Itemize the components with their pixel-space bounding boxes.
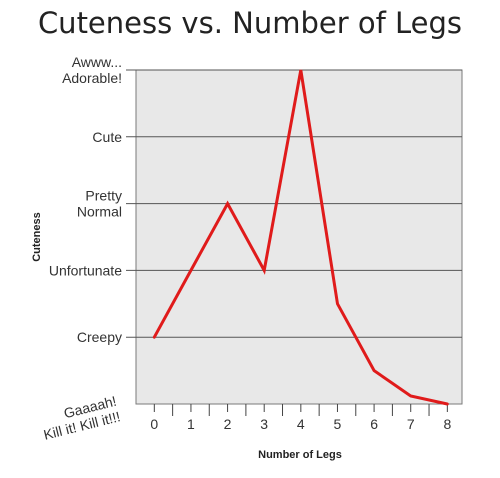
x-tick-label: 4 (297, 416, 305, 432)
y-tick-label: Unfortunate (49, 262, 122, 278)
y-axis-title: Cuteness (31, 212, 43, 262)
x-tick-label: 0 (150, 416, 158, 432)
x-tick-label: 6 (370, 416, 378, 432)
x-tick-label: 7 (407, 416, 415, 432)
y-tick-label: Awww... Adorable! (62, 54, 122, 86)
series-line (152, 69, 449, 406)
x-tick-label: 2 (224, 416, 232, 432)
y-tick-label: Pretty Normal (77, 188, 122, 220)
x-axis-title: Number of Legs (258, 449, 342, 461)
y-tick-label: Creepy (77, 329, 122, 345)
y-tick-label: Gaaaah!Kill it! Kill it!!! (38, 393, 122, 443)
x-tick-label: 1 (187, 416, 195, 432)
y-tick-label: Cute (92, 129, 122, 145)
chart-title: Cuteness vs. Number of Legs (37, 6, 463, 40)
plot-area (135, 69, 463, 405)
x-tick-label: 5 (334, 416, 342, 432)
x-tick-label: 3 (260, 416, 268, 432)
x-tick-label: 8 (443, 416, 451, 432)
